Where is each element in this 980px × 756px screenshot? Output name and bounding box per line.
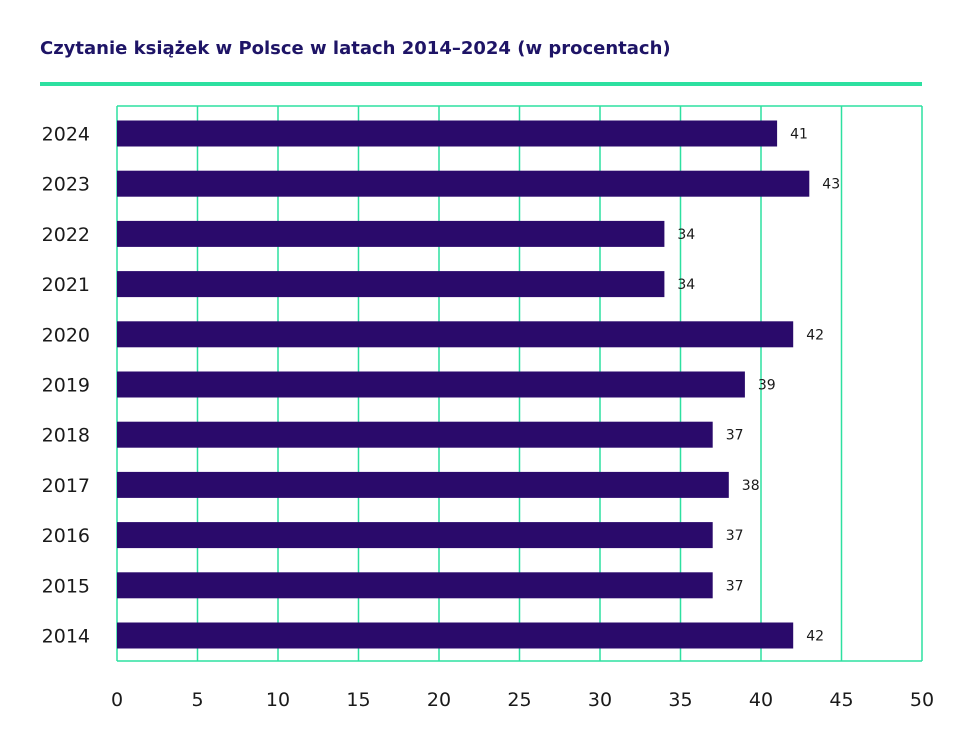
x-tick-label-25: 25	[507, 689, 531, 711]
value-label-2020: 42	[806, 327, 824, 343]
category-label-2019: 2019	[42, 375, 90, 397]
x-tick-label-50: 50	[910, 689, 934, 711]
value-label-2016: 37	[726, 528, 744, 544]
bar-2020	[117, 321, 794, 348]
value-label-2015: 37	[726, 578, 744, 594]
bar-2022	[117, 220, 665, 247]
bar-2024	[117, 120, 778, 147]
bar-2016	[117, 522, 713, 549]
title-rule	[40, 82, 922, 86]
x-tick-label-40: 40	[749, 689, 773, 711]
category-label-2022: 2022	[42, 224, 90, 246]
bar-2023	[117, 170, 810, 197]
x-tick-label-5: 5	[191, 689, 203, 711]
category-label-2020: 2020	[42, 324, 90, 346]
x-tick-label-0: 0	[111, 689, 123, 711]
category-label-2014: 2014	[42, 626, 90, 648]
bar-2021	[117, 271, 665, 298]
x-tick-labels: 0 5 10 15 20 25 30 35 40 45 50	[111, 689, 934, 711]
bar-2019	[117, 371, 745, 398]
value-label-2017: 38	[742, 478, 760, 494]
category-label-2023: 2023	[42, 174, 90, 196]
bar-2017	[117, 471, 729, 498]
bar-2014	[117, 622, 794, 649]
category-label-2016: 2016	[42, 525, 90, 547]
x-tick-label-45: 45	[829, 689, 853, 711]
bar-2018	[117, 421, 713, 448]
category-label-2021: 2021	[42, 274, 90, 296]
value-label-2024: 41	[790, 127, 808, 143]
value-label-2014: 42	[806, 629, 824, 645]
x-tick-label-20: 20	[427, 689, 451, 711]
category-label-2024: 2024	[42, 124, 90, 146]
bars	[117, 120, 810, 649]
x-tick-label-10: 10	[266, 689, 290, 711]
value-label-2022: 34	[677, 227, 695, 243]
x-tick-label-30: 30	[588, 689, 612, 711]
value-label-2023: 43	[822, 177, 840, 193]
x-tick-label-15: 15	[346, 689, 370, 711]
value-label-2019: 39	[758, 378, 776, 394]
value-label-2021: 34	[677, 277, 695, 293]
category-label-2018: 2018	[42, 425, 90, 447]
value-label-2018: 37	[726, 428, 744, 444]
x-tick-label-35: 35	[668, 689, 692, 711]
bar-2015	[117, 572, 713, 599]
category-labels: 2024 2023 2022 2021 2020 2019 2018 2017 2016 2015…	[42, 124, 90, 648]
category-label-2015: 2015	[42, 575, 90, 597]
category-label-2017: 2017	[42, 475, 90, 497]
value-labels: 41 43 34 34 42 39 37 38 37 37 42	[677, 127, 840, 645]
chart-title: Czytanie książek w Polsce w latach 2014–…	[40, 38, 671, 59]
